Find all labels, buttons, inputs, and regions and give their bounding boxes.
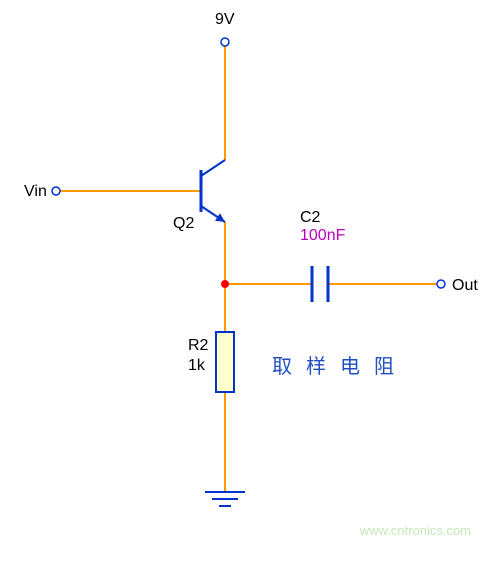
watermark-text: www.cntronics.com bbox=[360, 523, 471, 538]
transistor-emitter-arrow bbox=[215, 213, 225, 222]
sampling-resistor-annotation: 取样电阻 bbox=[272, 350, 408, 379]
label-c2-name: C2 bbox=[300, 209, 321, 226]
label-r2-name: R2 bbox=[188, 337, 209, 354]
label-c2-value: 100nF bbox=[300, 227, 346, 244]
terminal-supply bbox=[221, 38, 229, 46]
label-vin: Vin bbox=[24, 183, 47, 200]
transistor-collector-leg bbox=[201, 160, 225, 176]
label-out: Out bbox=[452, 277, 478, 294]
label-q2: Q2 bbox=[173, 215, 194, 232]
circuit-schematic: 9V Vin Q2 C2100nF Out R2 1k bbox=[0, 0, 501, 566]
label-supply: 9V bbox=[215, 11, 235, 28]
terminal-vin bbox=[52, 187, 60, 195]
junction-dot bbox=[221, 280, 229, 288]
resistor-body bbox=[216, 332, 234, 392]
label-r2-value: 1k bbox=[188, 357, 206, 374]
terminal-out bbox=[437, 280, 445, 288]
